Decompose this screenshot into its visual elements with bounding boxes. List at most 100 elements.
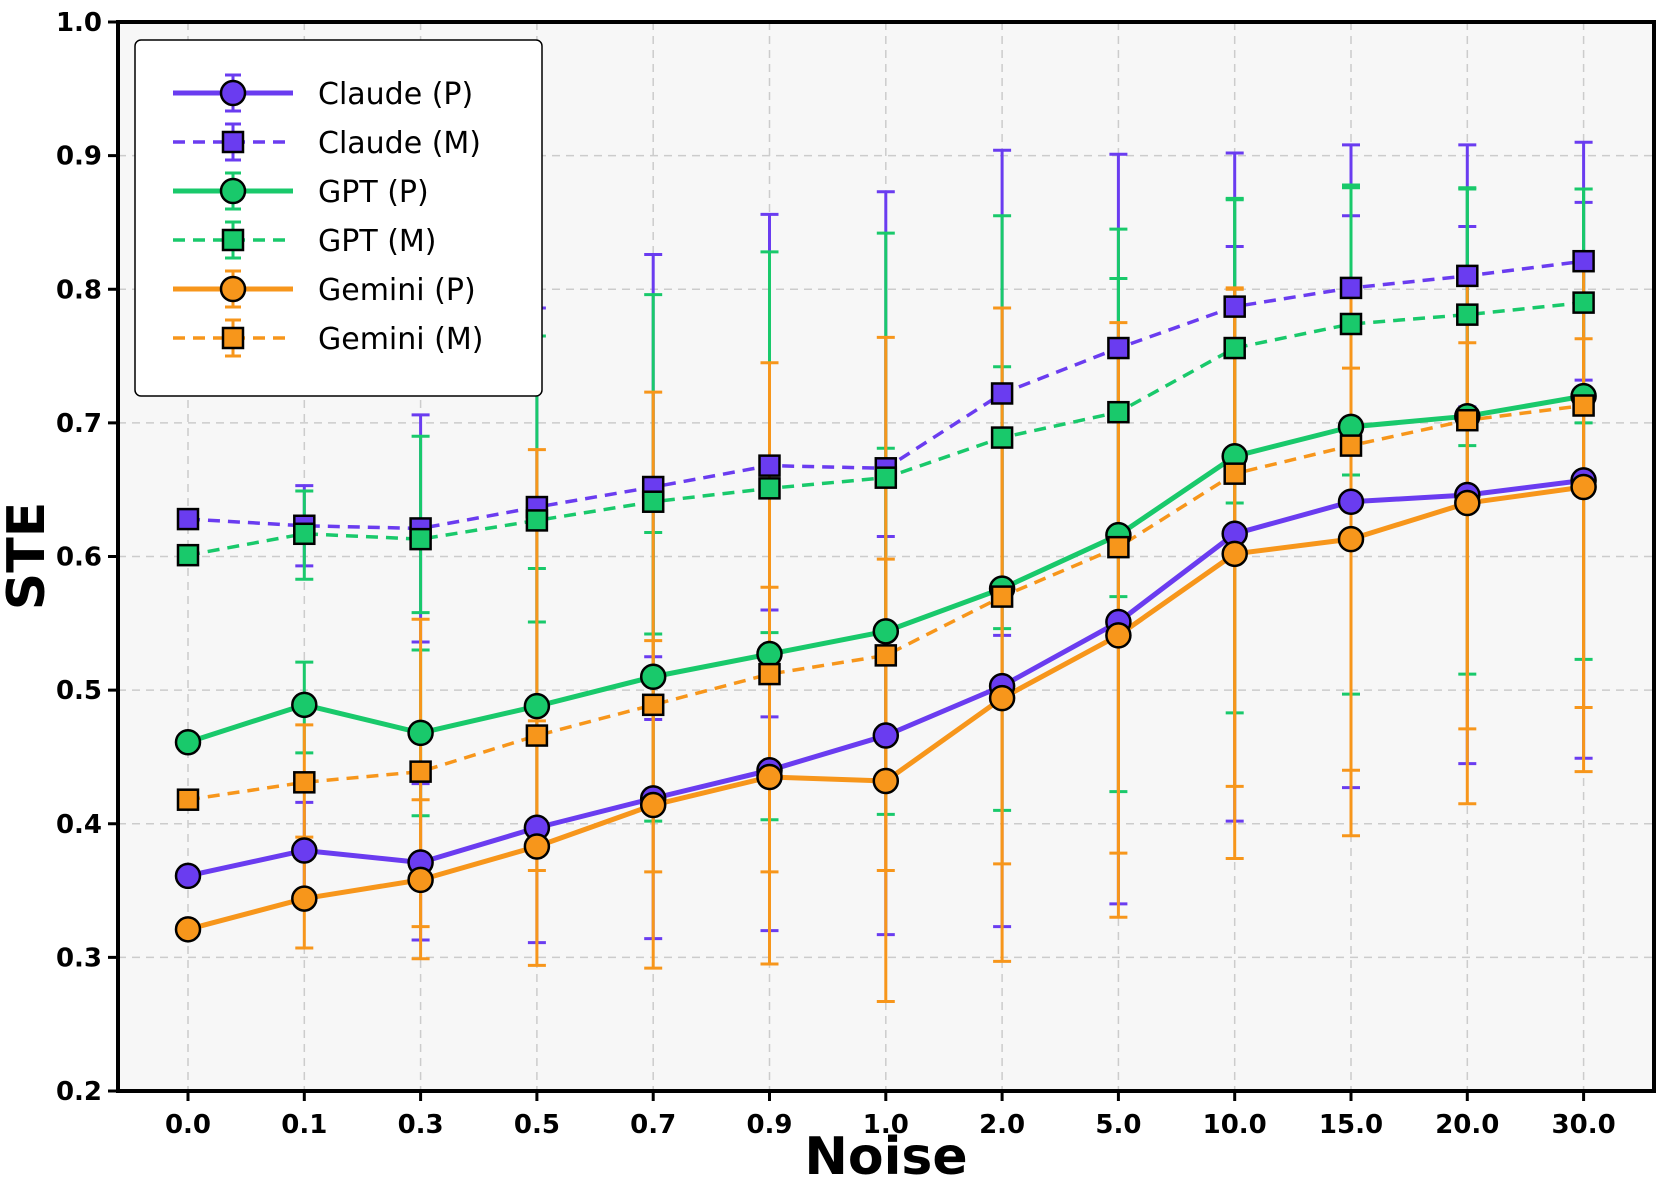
y-tick-label: 0.7: [56, 409, 102, 439]
data-point: [1456, 264, 1479, 288]
data-point: [1107, 400, 1130, 424]
data-point: [872, 767, 900, 795]
data-point: [1339, 434, 1363, 457]
y-tick-label: 0.9: [56, 142, 102, 172]
legend-label: Claude (P): [318, 77, 473, 112]
legend-item: GPT (M): [173, 220, 437, 260]
x-tick-label: 0.3: [398, 1110, 444, 1140]
data-point: [1223, 295, 1246, 318]
x-tick-label: 15.0: [1319, 1110, 1383, 1140]
x-tick-label: 20.0: [1435, 1110, 1499, 1140]
legend-item: Claude (P): [173, 73, 473, 113]
data-point: [874, 466, 898, 489]
data-point: [641, 490, 665, 513]
x-tick-label: 1.0: [863, 1110, 909, 1140]
data-point: [291, 885, 318, 912]
y-axis-ticks: 0.2 0.3 0.4 0.5 0.6 0.7 0.8 0.9 1.0: [56, 8, 118, 1107]
x-tick-label: 0.7: [630, 1110, 676, 1140]
y-tick-label: 0.2: [56, 1077, 102, 1107]
x-axis-ticks: 0.0 0.1 0.3 0.5 0.7 0.9 1.0 2.0 5.0 10.0 15.0 20.0 3…: [165, 1091, 1616, 1140]
legend-marker: [221, 326, 245, 350]
data-point: [1572, 249, 1595, 273]
y-tick-label: 0.8: [56, 275, 102, 305]
data-point: [872, 618, 900, 645]
x-tick-label: 0.9: [746, 1110, 792, 1140]
legend-marker: [221, 228, 245, 252]
legend-item: Gemini (P): [173, 269, 476, 309]
data-point: [1223, 336, 1246, 360]
data-point: [990, 585, 1014, 608]
legend-label: Claude (M): [318, 126, 481, 161]
data-point: [1107, 336, 1130, 360]
y-tick-label: 1.0: [56, 8, 102, 38]
legend-item: Claude (M): [173, 122, 481, 162]
legend-marker: [219, 79, 247, 107]
data-point: [525, 509, 549, 532]
data-point: [990, 382, 1014, 405]
y-axis-label: STE: [0, 502, 57, 610]
data-point: [1572, 291, 1595, 314]
data-point: [1339, 312, 1363, 336]
legend-label: Gemini (P): [318, 273, 476, 308]
x-tick-label: 5.0: [1095, 1110, 1141, 1140]
data-point: [1337, 488, 1365, 515]
data-point: [1570, 473, 1597, 501]
legend-label: GPT (M): [318, 224, 437, 259]
data-point: [176, 543, 200, 567]
data-point: [641, 693, 665, 717]
x-tick-label: 30.0: [1552, 1110, 1616, 1140]
data-point: [1456, 408, 1479, 432]
legend-marker: [221, 130, 245, 154]
y-tick-label: 0.6: [56, 543, 102, 573]
data-point: [990, 426, 1014, 449]
data-point: [523, 692, 551, 720]
series-markers: [174, 249, 1597, 943]
data-point: [758, 454, 781, 477]
legend-marker: [219, 177, 247, 205]
legend-label: GPT (P): [318, 175, 429, 210]
data-point: [176, 507, 200, 531]
y-tick-label: 0.5: [56, 676, 102, 706]
legend-item: Gemini (M): [173, 318, 483, 358]
data-point: [176, 788, 200, 811]
data-point: [758, 477, 781, 500]
data-point: [1105, 622, 1132, 649]
data-point: [291, 837, 318, 864]
data-point: [756, 640, 783, 668]
data-point: [1339, 276, 1363, 300]
legend: Claude (P) Claude (M) GPT (P) GPT (M) Gemini…: [134, 39, 543, 397]
legend-marker: [219, 275, 247, 303]
data-point: [1107, 535, 1130, 559]
legend-label: Gemini (M): [318, 322, 483, 357]
data-point: [293, 771, 316, 794]
data-point: [872, 722, 900, 749]
data-point: [756, 763, 783, 791]
data-point: [1454, 489, 1481, 517]
data-point: [639, 663, 667, 691]
data-point: [174, 862, 202, 890]
data-point: [409, 760, 432, 783]
data-point: [988, 684, 1016, 712]
legend-item: GPT (P): [173, 171, 429, 211]
data-point: [523, 833, 551, 860]
data-point: [409, 527, 432, 551]
data-point: [1221, 540, 1248, 568]
y-tick-label: 0.3: [56, 943, 102, 973]
data-point: [874, 644, 898, 667]
x-tick-label: 10.0: [1203, 1110, 1267, 1140]
data-point: [639, 791, 667, 819]
data-point: [758, 662, 781, 686]
data-point: [1337, 525, 1365, 553]
y-tick-label: 0.4: [56, 810, 102, 840]
data-point: [174, 916, 202, 943]
data-point: [174, 728, 202, 756]
data-point: [407, 866, 434, 894]
x-tick-label: 0.1: [281, 1110, 327, 1140]
x-tick-label: 0.0: [165, 1110, 211, 1140]
data-point: [525, 724, 549, 747]
data-point: [407, 719, 434, 747]
x-axis-label: Noise: [804, 1127, 967, 1184]
data-point: [1456, 303, 1479, 326]
data-point: [291, 691, 318, 719]
